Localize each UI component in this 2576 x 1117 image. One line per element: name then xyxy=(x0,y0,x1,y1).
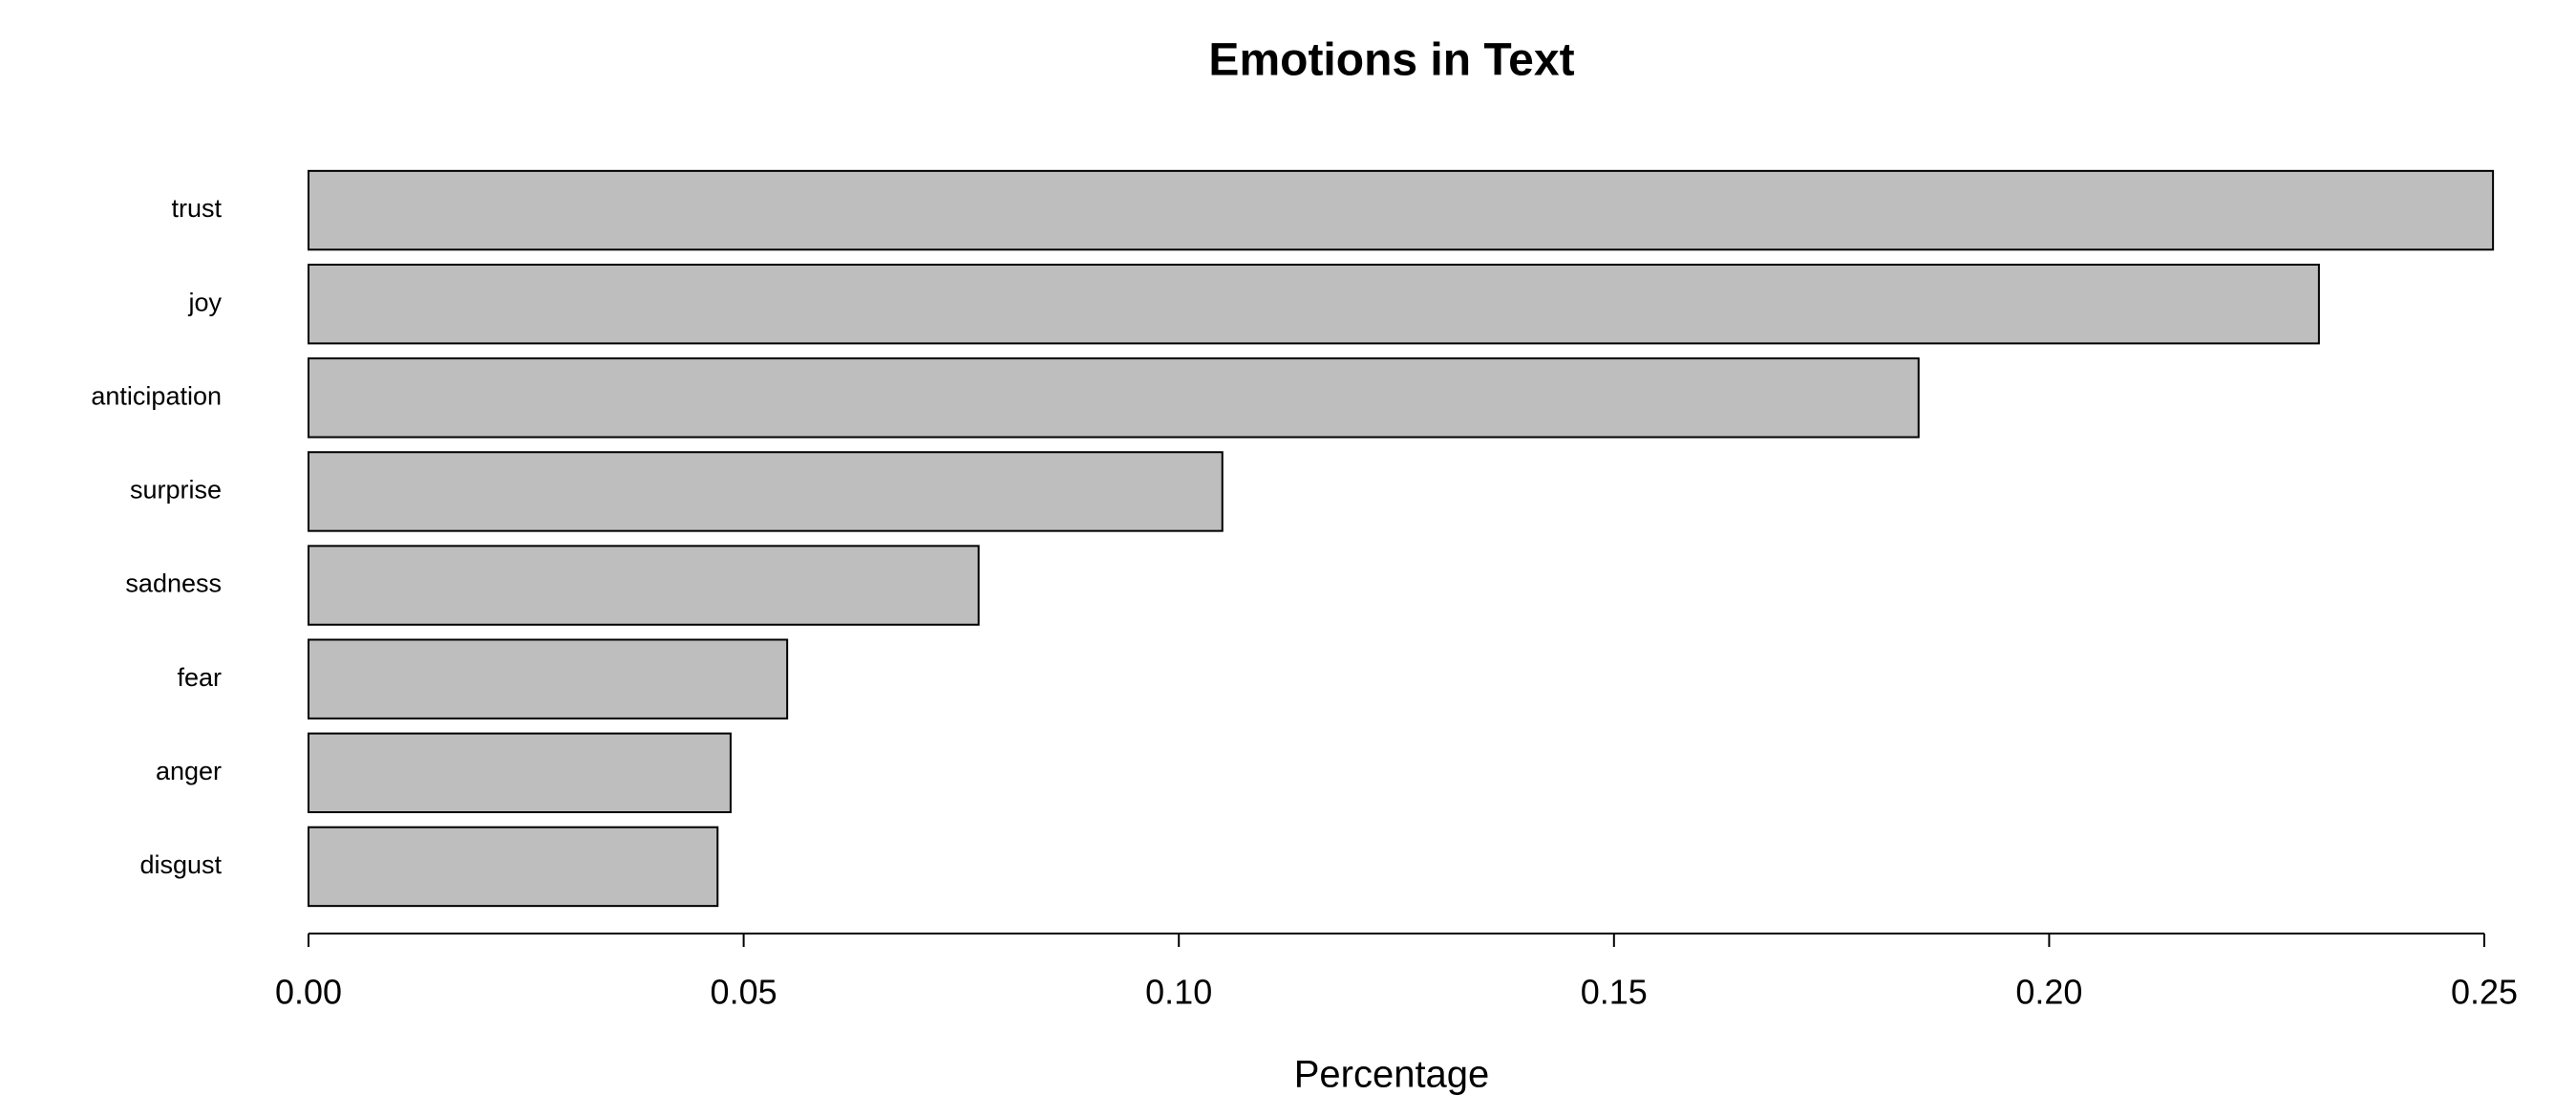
bar xyxy=(308,545,980,626)
bar xyxy=(308,826,719,908)
bar xyxy=(308,638,789,720)
y-tick-label: surprise xyxy=(130,476,222,505)
bar xyxy=(308,732,732,814)
x-tick-label: 0.00 xyxy=(275,973,342,1012)
bar xyxy=(308,263,2320,345)
x-tick-label: 0.15 xyxy=(1581,973,1648,1012)
y-tick-label: joy xyxy=(187,288,222,316)
x-tick-label: 0.10 xyxy=(1145,973,1212,1012)
y-tick-label: anger xyxy=(156,757,222,785)
x-tick-label: 0.20 xyxy=(2015,973,2082,1012)
x-tick-label: 0.25 xyxy=(2451,973,2518,1012)
x-tick-label: 0.05 xyxy=(711,973,777,1012)
y-tick-label: fear xyxy=(177,663,222,692)
bar xyxy=(308,357,1920,439)
y-tick-label: anticipation xyxy=(91,381,222,410)
y-tick-label: disgust xyxy=(139,850,222,879)
y-tick-label: sadness xyxy=(125,569,222,598)
chart-title: Emotions in Text xyxy=(1208,35,1574,86)
x-axis-label: Percentage xyxy=(1294,1054,1490,1096)
y-tick-label: trust xyxy=(171,194,222,223)
bar xyxy=(308,451,1224,532)
bar xyxy=(308,169,2495,251)
